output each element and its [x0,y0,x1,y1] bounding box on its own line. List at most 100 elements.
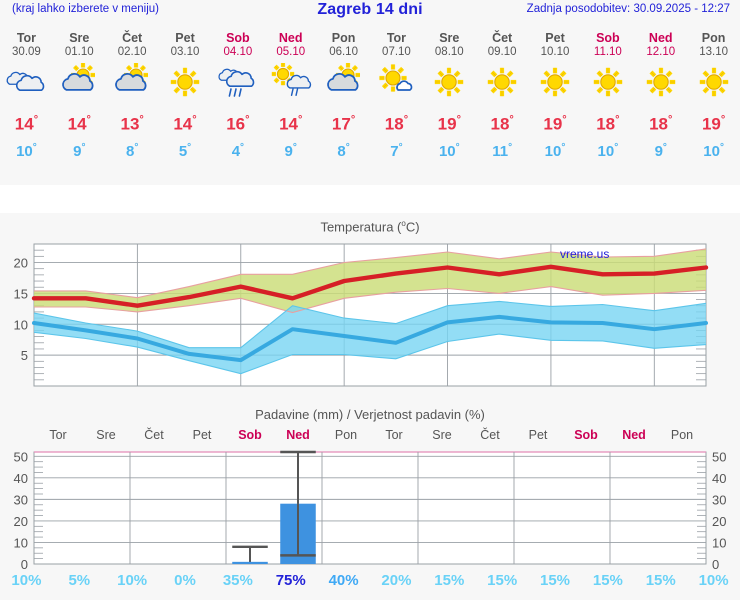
max-temperature: 18° [490,114,514,134]
precipitation-probability: 10% [698,572,729,589]
sun-rain-cloud-icon [268,62,314,102]
day-date: 03.10 [170,46,200,58]
day-column[interactable]: Čet 02.10 13° 8° [106,22,159,185]
precipitation-day-label: Ned [286,428,310,442]
precipitation-chart-svg: 0 0 10 10 20 20 30 30 40 40 50 50 [14,449,727,571]
day-column[interactable]: Ned 12.10 18° 9° [634,22,687,185]
day-column[interactable]: Tor 30.09 14° 10° [0,22,53,185]
sunny-icon [691,62,737,102]
min-temperature: 10° [703,141,724,160]
day-column[interactable]: Ned 05.10 14° 9° [264,22,317,185]
max-temperature: 17° [331,114,356,134]
precipitation-day-label: Pon [670,428,694,442]
day-column[interactable]: Sob 04.10 16° 4° [211,22,264,185]
day-date: 12.10 [646,46,676,58]
svg-text:20: 20 [14,514,28,529]
day-name: Tor [386,31,407,45]
temperature-chart-block: Temperatura (oC) 5 10 15 20 vreme.us [0,213,740,402]
precipitation-probability: 15% [645,572,676,589]
day-column[interactable]: Pet 10.10 19° 10° [529,22,582,185]
precipitation-day-label: Sre [432,428,452,442]
max-temperature: 13° [120,114,144,134]
day-date: 02.10 [117,46,147,58]
precipitation-day-labels: Tor Sre Čet Pet Sob Ned Pon Tor Sre Čet Pet Sob Ned P… [34,428,706,446]
partly-sunny-icon [321,62,367,102]
precipitation-day-label: Tor [49,428,67,442]
day-name: Sre [69,31,90,45]
day-column[interactable]: Pon 06.10 17° 8° [317,22,370,185]
sunny-icon [532,62,578,102]
precipitation-probability: 10% [117,572,148,589]
location-hint: (kraj lahko izberete v meniju) [12,3,160,15]
svg-text:10: 10 [14,317,28,332]
max-temperature: 14° [67,114,91,134]
day-column[interactable]: Sre 01.10 14° 9° [53,22,106,185]
precipitation-day-label: Čet [144,428,164,442]
precipitation-probability: 15% [540,572,571,589]
day-date: 11.10 [593,46,622,58]
sunny-icon [638,62,684,102]
svg-text:40: 40 [712,471,726,486]
day-column[interactable]: Tor 07.10 18° 7° [370,22,423,185]
precipitation-probability: 20% [381,572,412,589]
sunny-icon [479,62,525,102]
min-temperature: 7° [390,141,403,160]
min-temperature: 10° [544,141,566,160]
max-temperature: 19° [543,114,567,134]
max-temperature: 14° [14,114,39,134]
day-name: Pon [701,31,726,45]
svg-text:0: 0 [712,557,719,571]
day-name: Sob [226,31,250,45]
day-column[interactable]: Čet 09.10 18° 11° [476,22,529,185]
day-column[interactable]: Sre 08.10 19° 10° [423,22,476,185]
min-temperature: 9° [284,141,297,160]
max-temperature: 19° [701,114,726,134]
precipitation-day-label: Pet [192,428,212,442]
day-column[interactable]: Sob 11.10 18° 10° [581,22,634,185]
precipitation-probability: 5% [68,572,91,589]
day-name: Pet [175,31,195,45]
precipitation-probability: 15% [592,572,623,589]
max-temperature: 18° [649,114,673,134]
day-date: 06.10 [329,46,358,58]
day-column[interactable]: Pet 03.10 14° 5° [159,22,212,185]
svg-text:15: 15 [14,286,28,301]
svg-text:5: 5 [21,348,28,363]
day-date: 04.10 [223,46,253,58]
precipitation-day-label: Pon [334,428,358,442]
day-name: Čet [492,31,513,45]
day-column[interactable]: Pon 13.10 19° 10° [687,22,740,185]
day-columns: Tor 30.09 14° 10° Sre 01.10 14° 9° Čet 02.10 13… [0,22,740,185]
day-name: Ned [648,31,673,45]
precipitation-day-label: Ned [622,428,646,442]
max-temperature: 18° [384,114,409,134]
temperature-chart-title: Temperatura (oC) [320,219,420,235]
precipitation-probability: 10% [11,572,42,589]
precipitation-chart-title: Padavine (mm) / Verjetnost padavin (%) [255,407,485,422]
min-temperature: 10° [597,141,619,160]
day-name: Sre [439,31,460,45]
precipitation-chart-block: Padavine (mm) / Verjetnost padavin (%) T… [0,402,740,600]
sunny-icon [162,62,208,102]
svg-text:50: 50 [712,449,726,464]
day-name: Tor [16,31,37,45]
max-temperature: 14° [173,114,197,134]
page-header: (kraj lahko izberete v meniju) Zagreb 14… [0,0,740,22]
svg-text:30: 30 [712,492,726,507]
temperature-chart-svg: 5 10 15 20 vreme.us [14,243,709,387]
svg-text:20: 20 [14,256,28,271]
day-date: 30.09 [12,46,41,58]
sunny-icon [585,62,631,102]
rain-cloud-icon [215,62,261,102]
day-name: Pet [545,31,565,45]
precipitation-day-label: Sob [238,428,262,442]
day-name: Pon [331,31,356,45]
daily-forecast-strip: Tor 30.09 14° 10° Sre 01.10 14° 9° Čet 02.10 13… [0,22,740,185]
precipitation-day-label: Pet [528,428,548,442]
day-date: 01.10 [64,46,94,58]
min-temperature: 11° [492,141,513,160]
min-temperature: 9° [654,141,667,160]
min-temperature: 10° [438,141,460,160]
svg-text:40: 40 [14,471,28,486]
svg-text:vreme.us: vreme.us [560,247,609,261]
